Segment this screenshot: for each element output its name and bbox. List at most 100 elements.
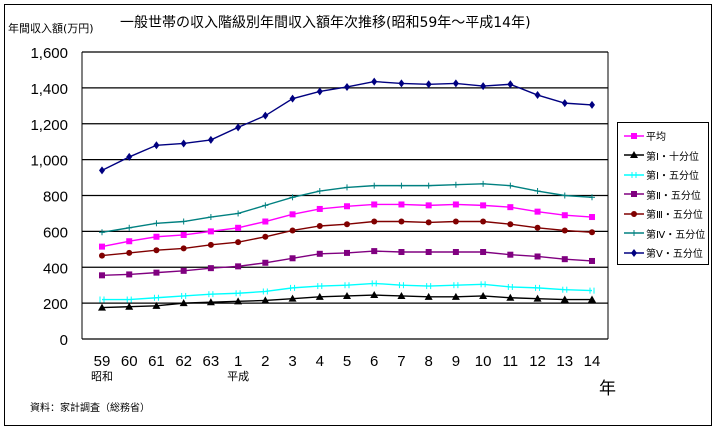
- data-point: [371, 280, 377, 287]
- data-point-shape: [126, 249, 133, 256]
- data-point: [534, 91, 541, 100]
- data-point: [588, 295, 596, 303]
- data-point: [534, 224, 541, 231]
- data-point: [290, 284, 296, 291]
- data-point-shape: [316, 222, 323, 229]
- x-tick-label: 2: [261, 353, 269, 370]
- data-point-shape: [561, 227, 568, 234]
- data-point-shape: [507, 221, 514, 228]
- legend-marker-shape: [631, 132, 637, 139]
- data-point: [561, 192, 568, 199]
- data-point: [589, 257, 595, 264]
- data-point: [534, 253, 541, 260]
- data-point: [152, 301, 161, 309]
- era-label: 平成: [227, 370, 249, 383]
- data-point: [316, 222, 323, 229]
- data-point: [262, 111, 269, 120]
- data-point: [181, 292, 187, 299]
- y-tick-label: 0: [60, 332, 68, 349]
- data-point: [98, 303, 106, 311]
- data-point-shape: [507, 80, 514, 89]
- series-5: [99, 180, 595, 236]
- data-point-shape: [289, 94, 296, 103]
- data-point: [589, 194, 595, 201]
- data-point-shape: [316, 205, 323, 212]
- data-point: [425, 182, 432, 189]
- data-point-shape: [344, 221, 350, 228]
- data-point-shape: [479, 291, 488, 299]
- data-point-shape: [425, 219, 432, 226]
- data-point-shape: [452, 218, 459, 225]
- legend-label: 第Ⅴ・五分位: [646, 249, 703, 260]
- data-point: [289, 211, 296, 218]
- data-point: [561, 212, 568, 219]
- data-point-shape: [261, 296, 270, 304]
- data-point-shape: [180, 139, 187, 148]
- x-tick-label: 3: [288, 353, 296, 370]
- legend-label: 第Ⅲ・五分位: [646, 210, 703, 221]
- data-point-shape: [371, 248, 378, 255]
- data-point-shape: [507, 251, 514, 258]
- data-point: [344, 203, 350, 210]
- data-point: [398, 182, 405, 189]
- data-point: [452, 249, 459, 256]
- data-point: [289, 94, 296, 103]
- data-point-shape: [534, 253, 541, 260]
- data-point: [316, 250, 323, 257]
- data-point: [262, 259, 269, 266]
- data-point: [589, 214, 595, 221]
- y-tick-label: 400: [43, 260, 68, 277]
- legend-label: 第Ⅰ・五分位: [646, 171, 699, 182]
- data-point: [480, 218, 487, 225]
- data-point: [180, 245, 187, 252]
- data-point: [126, 152, 133, 161]
- data-point: [371, 77, 378, 86]
- x-tick-label: 1: [234, 353, 242, 370]
- x-tick-label: 14: [584, 353, 601, 370]
- data-point-shape: [289, 211, 296, 218]
- x-tick-label: 7: [397, 353, 405, 370]
- data-point: [371, 248, 378, 255]
- data-point: [452, 181, 459, 188]
- data-point-shape: [452, 201, 459, 208]
- data-point: [480, 82, 487, 91]
- source-note: 資料：家計調査（総務省）: [30, 403, 150, 414]
- data-point-shape: [344, 203, 350, 210]
- legend-label: 第Ⅰ・十分位: [646, 151, 699, 163]
- data-point: [153, 247, 160, 254]
- data-point-shape: [480, 249, 487, 256]
- data-point-shape: [125, 302, 134, 310]
- data-point: [479, 291, 488, 299]
- data-point-shape: [480, 202, 487, 209]
- data-point: [153, 233, 160, 240]
- data-point: [235, 210, 242, 217]
- data-point: [289, 227, 296, 234]
- x-tick-label: 13: [556, 353, 573, 370]
- data-point: [126, 296, 132, 303]
- data-point-shape: [534, 224, 541, 231]
- data-point: [208, 291, 214, 298]
- data-point: [315, 292, 324, 300]
- data-point-shape: [289, 255, 296, 262]
- data-point-shape: [452, 249, 459, 256]
- data-point-shape: [507, 204, 514, 211]
- data-point-shape: [506, 293, 515, 301]
- data-point-shape: [370, 291, 379, 299]
- y-tick-label: 1,200: [30, 117, 68, 134]
- data-point-shape: [533, 294, 542, 302]
- x-tick-label: 5: [343, 353, 351, 370]
- data-point-shape: [561, 212, 568, 219]
- data-point-shape: [589, 257, 595, 264]
- data-point: [344, 82, 350, 91]
- data-point-shape: [235, 224, 242, 231]
- data-point-shape: [126, 271, 133, 278]
- data-point: [535, 284, 541, 291]
- data-point: [180, 139, 187, 148]
- data-point-shape: [371, 218, 378, 225]
- legend-swatch: [624, 151, 644, 158]
- data-point-shape: [480, 82, 487, 91]
- data-point-shape: [451, 292, 460, 300]
- data-point: [235, 224, 242, 231]
- data-point: [179, 299, 188, 307]
